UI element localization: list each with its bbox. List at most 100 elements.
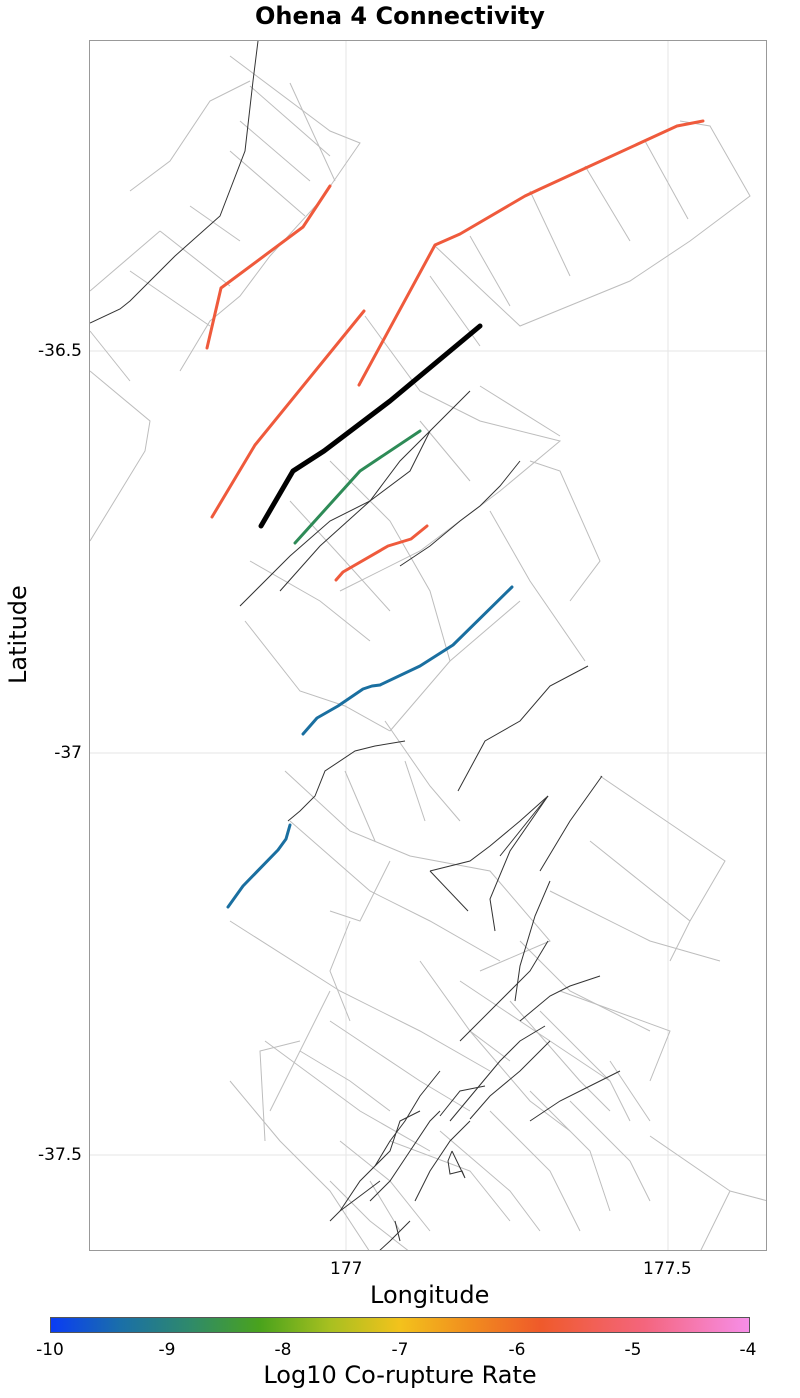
colorbar-tick: -9 [158,1340,176,1360]
fault-patch [729,1190,766,1201]
corupture-fault-high [205,184,332,350]
colorbar-tick: -8 [274,1340,292,1360]
fault-patch [244,620,391,732]
fault-patch [90,330,131,382]
selected-fault [258,323,483,529]
fault-patch [249,85,331,157]
corupture-fault-low [226,823,292,909]
fault-trace [439,1085,486,1117]
fault-patch [384,720,461,822]
fault-patch [90,370,151,542]
fault-trace [369,1110,441,1202]
fault-trace [414,1120,471,1202]
fault-patch [389,600,521,732]
fault-trace [449,1025,546,1122]
fault-map [90,41,766,1250]
fault-patch [289,820,501,962]
fault-trace [539,775,603,872]
fault-patch [129,80,251,192]
fault-patch [289,82,336,182]
fault-patch [229,1080,370,1250]
fault-trace [279,390,471,592]
colorbar-tick: -7 [391,1340,409,1360]
fault-patch [599,775,726,922]
fault-patch [469,235,511,307]
fault-patch [529,460,601,602]
y-tick-label: -37 [54,743,82,763]
fault-patch [469,1030,571,1132]
fault-trace [429,795,549,872]
fault-patch [249,560,371,642]
fault-trace [519,975,601,1022]
fault-trace [429,870,469,912]
fault-patch [649,1135,731,1250]
fault-trace [489,795,549,932]
fault-patch [389,1140,511,1222]
colorbar-tick: -4 [739,1340,757,1360]
fault-patch [509,1000,611,1112]
fault-patch [299,1050,391,1112]
colorbar [50,1317,750,1333]
fault-trace [287,740,406,822]
fault-traces [90,41,621,1250]
colorbar-title: Log10 Co-rupture Rate [263,1361,537,1389]
colorbar-tick: -6 [508,1340,526,1360]
fault-trace [394,1220,401,1242]
fault-trace [379,1220,411,1250]
fault-patch [529,1090,611,1212]
x-tick-label: 177 [330,1259,363,1279]
corupture-fault-high [210,309,366,519]
fault-patch [519,940,651,1032]
fault-patch [239,120,311,182]
fault-trace [459,940,549,1042]
fault-patch [129,270,211,327]
fault-patch [479,385,561,437]
fault-patch [259,1040,301,1142]
fault-patch [229,920,491,1072]
fault-trace [499,795,549,857]
fault-patch [284,770,551,972]
fault-trace [457,665,589,792]
fault-patch [329,920,351,1022]
corupture-fault-low [301,585,514,736]
fault-patch [90,230,161,292]
fault-patch [404,760,426,822]
fault-patch [529,190,571,277]
fault-patch [419,420,471,482]
fault-patch [559,990,671,1082]
fault-patch [589,840,691,962]
fault-patch [344,770,376,842]
fault-patch [159,230,231,287]
fault-patch [419,960,511,1062]
map-plot-area[interactable] [89,40,767,1251]
fault-patch [229,150,306,217]
fault-trace-loop [447,1150,466,1179]
fault-trace [90,41,259,324]
corupture-fault-high [357,119,705,387]
fault-patch [539,1010,631,1122]
fault-patch [264,1040,431,1152]
fault-trace [529,1070,621,1122]
fault-patches [90,55,766,1250]
corupture-fault-high [334,524,429,582]
fault-trace [329,1180,381,1222]
gridlines [90,41,766,1250]
corupture-faults [205,119,705,909]
y-tick-label: -36.5 [38,341,82,361]
fault-patch [439,1130,541,1232]
y-axis-title: Latitude [4,585,32,684]
corupture-fault-mid [293,429,422,545]
fault-trace [374,1070,441,1167]
fault-patch [459,980,611,1082]
fault-trace [469,1040,551,1120]
colorbar-tick: -5 [624,1340,642,1360]
fault-patch [329,1020,471,1112]
fault-patch [329,460,451,662]
fault-patch [189,205,241,242]
fault-patch [489,510,586,662]
fault-patch [584,165,631,242]
map-title: Ohena 4 Connectivity [255,2,545,30]
y-tick-label: -37.5 [38,1145,82,1165]
fault-trace [399,460,521,567]
fault-trace [339,1110,421,1212]
